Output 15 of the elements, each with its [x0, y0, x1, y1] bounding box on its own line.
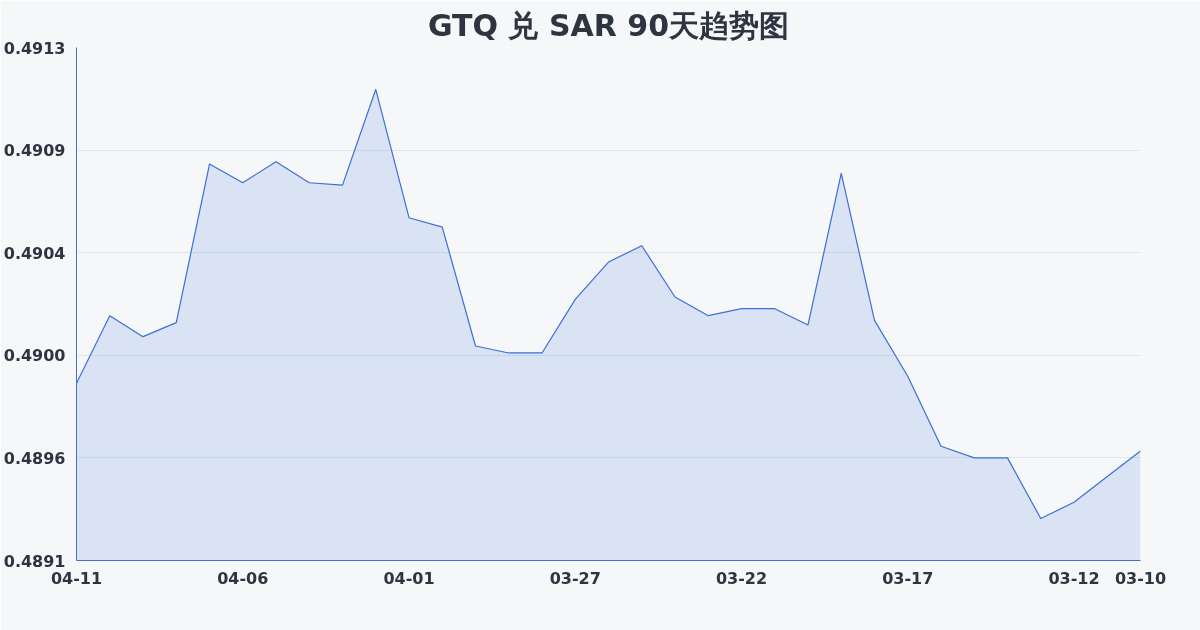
x-tick-label: 03-27: [549, 568, 601, 588]
x-tick-label: 04-11: [50, 568, 103, 588]
y-tick-label: 0.4904: [3, 243, 66, 263]
x-tick-label: 03-12: [1048, 568, 1100, 588]
y-tick-label: 0.4896: [3, 448, 66, 468]
x-tick-label: 03-10: [1114, 568, 1167, 588]
chart-title: GTQ 兑 SAR 90天趋势图: [427, 7, 790, 43]
y-tick-label: 0.4909: [3, 141, 66, 161]
x-tick-label: 03-17: [882, 568, 934, 588]
y-tick-label: 0.4891: [3, 551, 66, 571]
x-tick-label: 04-01: [383, 568, 435, 588]
x-tick-label: 04-06: [217, 568, 269, 588]
x-tick-label: 03-22: [715, 568, 768, 588]
y-tick-label: 0.4900: [3, 346, 66, 366]
y-tick-label: 0.4913: [3, 38, 66, 58]
